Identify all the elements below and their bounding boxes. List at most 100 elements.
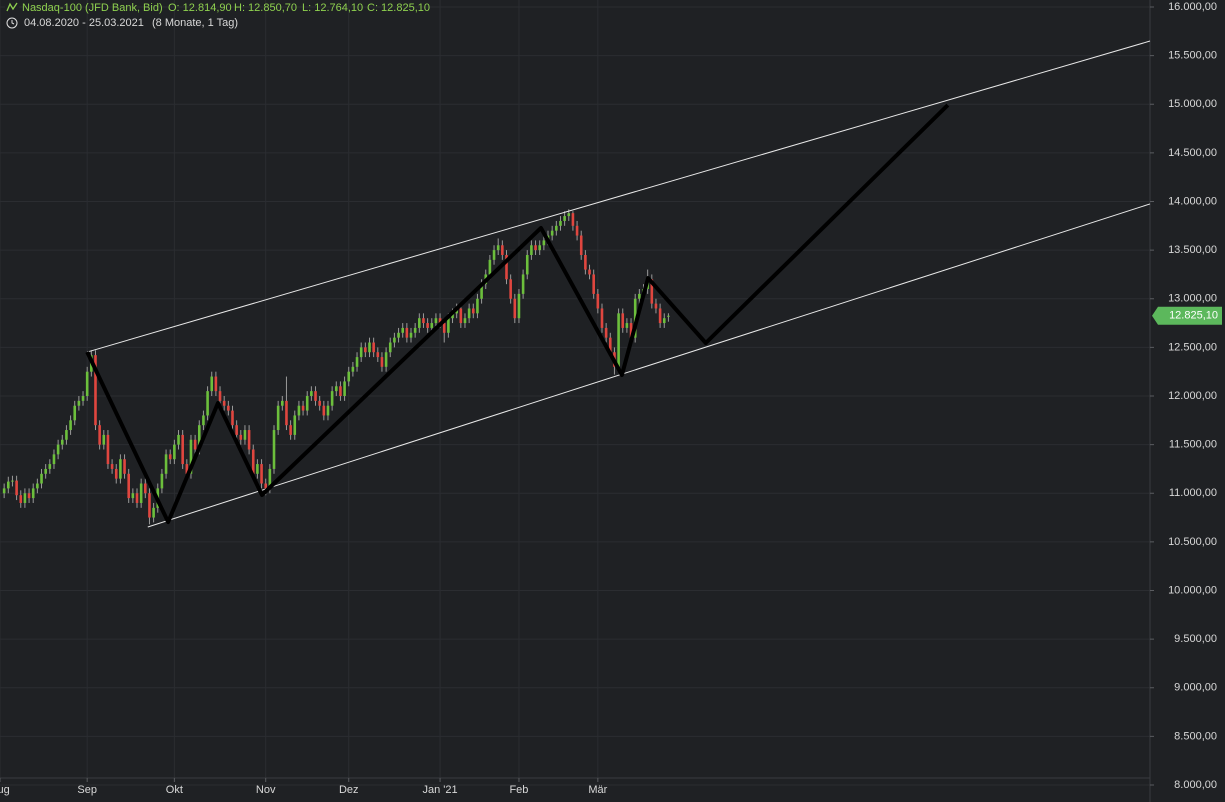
candle-body [148,493,151,518]
y-tick-label: 8.000,00 [1174,779,1217,791]
forecast-path [85,103,950,525]
x-tick-label: Dez [339,784,359,796]
candle-body [579,235,583,255]
candle-body [65,430,68,440]
candle-body [106,434,110,465]
candle-body [56,444,60,455]
candle-body [492,250,496,260]
candle-body [517,293,521,319]
candle-body [422,318,425,324]
candle-body [347,371,351,382]
candle-body [114,468,118,479]
candle-body [397,332,400,338]
chart-icon [6,2,18,12]
candle-body [430,323,434,328]
candle-body [505,254,508,280]
candle-body [289,425,292,435]
candle-body [314,391,317,401]
y-tick-label: 15.000,00 [1168,98,1217,110]
candle-body [135,493,139,503]
candle-body [214,376,218,392]
candle-body [608,337,612,353]
clock-icon [6,17,18,29]
candle-body [563,216,566,221]
candle-body [658,308,662,324]
candle-body [127,473,131,499]
candle-body [567,213,571,217]
candle-body [384,352,388,367]
candle-body [413,327,417,333]
candle-body [509,279,512,299]
y-tick-label: 12.000,00 [1168,390,1217,402]
candle-body [438,318,442,324]
candle-body [272,430,276,469]
candle-body [310,391,313,396]
candle-body [110,464,114,469]
y-tick-label: 9.000,00 [1174,682,1217,694]
trend-line [147,203,1151,528]
candle-body [488,259,492,275]
candle-body [513,298,517,319]
candle-body [2,488,6,494]
candle-body [372,342,375,353]
candle-body [629,323,633,338]
x-tick-label: Sep [77,784,97,796]
candle-body [19,495,23,503]
candle-body [575,225,579,236]
candle-body [617,313,620,367]
candle-body [638,293,641,299]
candle-body [542,240,546,246]
candle-body [305,396,309,411]
last-price-marker [1152,306,1222,325]
candle-body [177,434,180,445]
candle-body [185,464,189,474]
candle-body [36,483,39,489]
candle-body [202,415,205,426]
candle-body [401,327,405,333]
candle-body [530,245,533,255]
candle-body [206,391,209,416]
x-tick-label: Feb [509,784,528,796]
candle-body [247,430,251,450]
candle-body [7,481,10,489]
x-tick-label: Okt [166,784,183,796]
candle-body [81,396,85,401]
candle-body [77,400,81,406]
low-label: L: 12.764,10 [302,2,363,14]
candle-body [235,425,238,435]
y-tick-label: 13.500,00 [1168,244,1217,256]
x-tick-label: Mär [588,784,607,796]
candle-body [52,454,56,465]
candle-body [364,347,367,353]
candle-body [227,405,230,411]
candle-body [409,332,413,338]
candle-body [376,352,380,358]
candle-body [625,323,629,328]
candle-body [592,274,595,294]
period: (8 Monate, 1 Tag) [152,17,238,29]
candle-body [459,308,463,324]
candle-body [434,318,438,324]
y-tick-label: 8.500,00 [1174,730,1217,742]
candle-body [301,405,305,411]
y-tick-label: 10.500,00 [1168,536,1217,548]
x-tick-label: Nov [256,784,276,796]
candle-body [359,347,363,358]
candle-body [393,337,396,343]
candle-body [501,245,504,255]
candle-body [318,400,321,406]
candle-body [322,405,326,416]
candle-body [73,405,77,421]
candle-body [11,480,14,482]
candle-body [276,405,280,431]
candle-body [119,459,122,479]
candle-body [31,488,35,499]
candle-body [268,468,272,489]
candle-body [23,493,27,503]
candle-body [94,355,97,426]
candle-body [380,357,384,367]
candle-body [330,391,334,406]
